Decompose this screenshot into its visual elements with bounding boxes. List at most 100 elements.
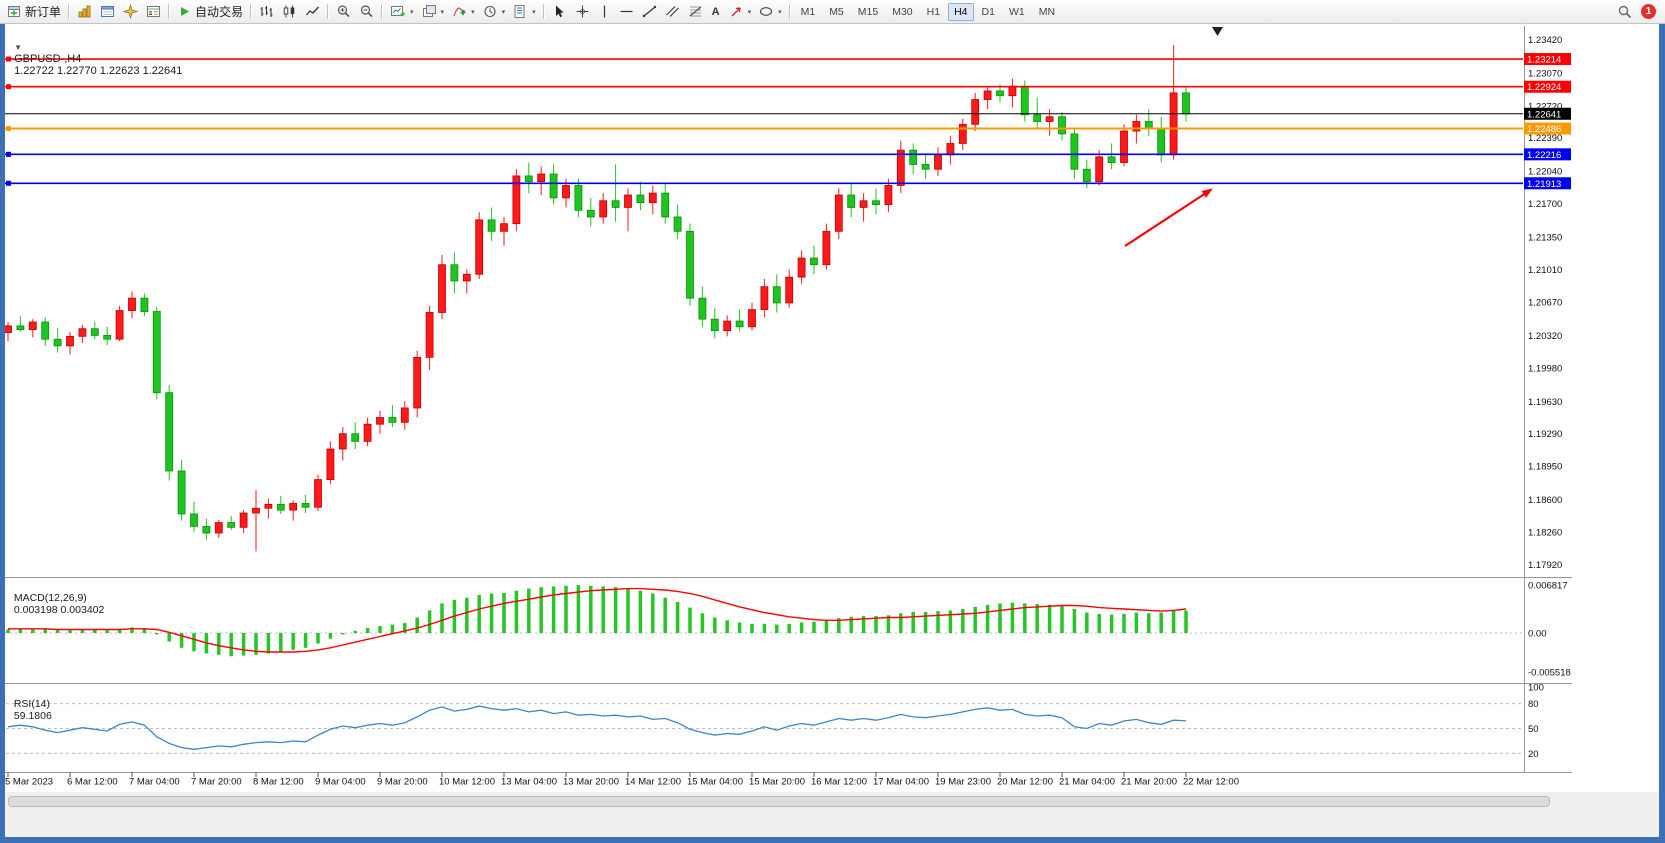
indicators-button[interactable]: ▾ bbox=[448, 1, 479, 23]
price-tag-label: 1.23214 bbox=[1527, 55, 1561, 66]
macd-histogram-bar bbox=[799, 622, 804, 633]
main-toolbar: 新订单 自动交易 bbox=[0, 0, 1665, 24]
timeframe-MN[interactable]: MN bbox=[1038, 5, 1056, 18]
candle-body bbox=[289, 503, 298, 511]
candle-body bbox=[16, 325, 25, 331]
candle-body bbox=[723, 320, 732, 332]
chart-canvas[interactable]: 1.23420 1.23070 1.22720 1.22390 1.22040 1.217… bbox=[0, 24, 1665, 843]
macd-histogram-bar bbox=[179, 633, 184, 648]
timeframe-M1[interactable]: M1 bbox=[800, 5, 816, 18]
new-chart-button[interactable]: ▾ bbox=[386, 1, 418, 23]
horizontal-scrollbar[interactable] bbox=[8, 796, 1550, 807]
timeframe-H1[interactable]: H1 bbox=[926, 5, 941, 18]
fibonacci-tool-button[interactable] bbox=[684, 1, 707, 23]
search-button[interactable] bbox=[1613, 1, 1637, 23]
navigator-icon bbox=[123, 4, 139, 19]
candle-body bbox=[1095, 156, 1104, 183]
arrows-tool-button[interactable]: ▾ bbox=[725, 1, 756, 23]
time-axis-label: 15 Mar 04:00 bbox=[687, 777, 743, 788]
timeframe-W1[interactable]: W1 bbox=[1008, 5, 1025, 18]
profiles-button[interactable]: ▾ bbox=[418, 1, 449, 23]
crosshair-tool-button[interactable] bbox=[571, 1, 594, 23]
zoom-in-button[interactable] bbox=[332, 1, 355, 23]
macd-histogram-bar bbox=[403, 623, 407, 633]
window-border-left bbox=[0, 24, 5, 843]
timeframe-M30[interactable]: M30 bbox=[892, 5, 913, 18]
new-order-icon bbox=[8, 6, 20, 17]
line-chart-type-button[interactable] bbox=[301, 1, 324, 23]
macd-histogram-bar bbox=[167, 633, 171, 642]
data-window-button[interactable] bbox=[96, 1, 119, 23]
candle-body bbox=[388, 417, 397, 423]
macd-histogram-bar bbox=[316, 633, 320, 644]
timeframe-M15[interactable]: M15 bbox=[857, 5, 879, 18]
horizontal-line-icon bbox=[620, 10, 633, 13]
price-axis-label: 1.20320 bbox=[1528, 331, 1562, 342]
market-watch-button[interactable] bbox=[73, 1, 96, 23]
time-axis-label: 21 Mar 04:00 bbox=[1059, 777, 1115, 788]
templates-button[interactable]: ▾ bbox=[509, 1, 540, 23]
macd-histogram-bar bbox=[713, 617, 717, 633]
macd-histogram-bar bbox=[217, 633, 221, 655]
line-handle[interactable] bbox=[6, 151, 11, 157]
candle-body bbox=[276, 504, 285, 511]
candle-body bbox=[326, 448, 335, 480]
line-handle[interactable] bbox=[6, 56, 11, 62]
toolbar-separator bbox=[327, 4, 330, 19]
candle-body bbox=[847, 194, 856, 208]
notification-badge[interactable]: 1 bbox=[1641, 4, 1656, 19]
line-handle[interactable] bbox=[6, 126, 11, 132]
macd-histogram-bar bbox=[142, 628, 147, 633]
timeframe-H4[interactable]: H4 bbox=[948, 2, 974, 21]
line-handle[interactable] bbox=[6, 180, 11, 186]
candle-body bbox=[152, 311, 161, 394]
text-tool-button[interactable]: A bbox=[707, 1, 725, 23]
autotrading-button[interactable]: 自动交易 bbox=[173, 1, 247, 23]
macd-histogram-bar bbox=[1134, 612, 1139, 633]
macd-histogram-bar bbox=[948, 610, 953, 633]
periods-button[interactable]: ▾ bbox=[479, 1, 510, 23]
candle-body bbox=[202, 525, 211, 534]
macd-histogram-bar bbox=[601, 586, 605, 633]
candle-body bbox=[264, 504, 273, 509]
one-click-trading-collapse-icon[interactable]: ▼ bbox=[14, 43, 23, 52]
macd-histogram-bar bbox=[353, 630, 357, 633]
zoom-out-button[interactable] bbox=[355, 1, 378, 23]
vertical-line-tool-button[interactable] bbox=[594, 1, 615, 23]
chevron-down-icon: ▾ bbox=[471, 8, 475, 16]
horizontal-line-tool-button[interactable] bbox=[615, 1, 638, 23]
candle-body bbox=[103, 334, 112, 340]
macd-histogram-bar bbox=[80, 629, 85, 633]
macd-histogram-bar bbox=[93, 629, 97, 633]
trend-arrow-head[interactable] bbox=[1201, 188, 1213, 198]
navigator-button[interactable] bbox=[119, 1, 142, 23]
chevron-down-icon: ▾ bbox=[410, 8, 414, 16]
candle-body bbox=[772, 286, 781, 304]
trendline-tool-button[interactable] bbox=[638, 1, 661, 23]
equidistant-channel-tool-button[interactable] bbox=[661, 1, 684, 23]
macd-histogram-bar bbox=[1047, 604, 1052, 633]
trend-arrow[interactable] bbox=[1124, 192, 1207, 247]
timeframe-M5[interactable]: M5 bbox=[829, 5, 844, 18]
shapes-tool-button[interactable]: ▾ bbox=[755, 1, 786, 23]
price-tag bbox=[1524, 107, 1571, 120]
time-axis-label: 14 Mar 12:00 bbox=[625, 777, 681, 788]
chart-shift-marker[interactable] bbox=[1212, 27, 1223, 36]
new-order-button[interactable]: 新订单 bbox=[3, 1, 65, 23]
timeframe-D1[interactable]: D1 bbox=[981, 5, 995, 18]
macd-histogram-bar bbox=[775, 624, 779, 633]
time-axis-label: 20 Mar 12:00 bbox=[997, 777, 1053, 788]
zoom-out-icon bbox=[360, 5, 373, 18]
line-handle[interactable] bbox=[6, 84, 11, 90]
bar-chart-type-button[interactable] bbox=[255, 1, 278, 23]
macd-histogram-bar bbox=[1097, 613, 1101, 633]
macd-histogram-bar bbox=[899, 613, 903, 633]
macd-histogram-bar bbox=[923, 611, 928, 633]
candlestick-chart-type-button[interactable] bbox=[278, 1, 301, 23]
candle-body bbox=[1082, 168, 1091, 183]
cursor-tool-button[interactable] bbox=[548, 1, 571, 23]
terminal-button[interactable] bbox=[142, 1, 165, 23]
autotrading-label: 自动交易 bbox=[195, 5, 244, 19]
candle-body bbox=[983, 90, 992, 100]
candle-body bbox=[934, 154, 942, 170]
